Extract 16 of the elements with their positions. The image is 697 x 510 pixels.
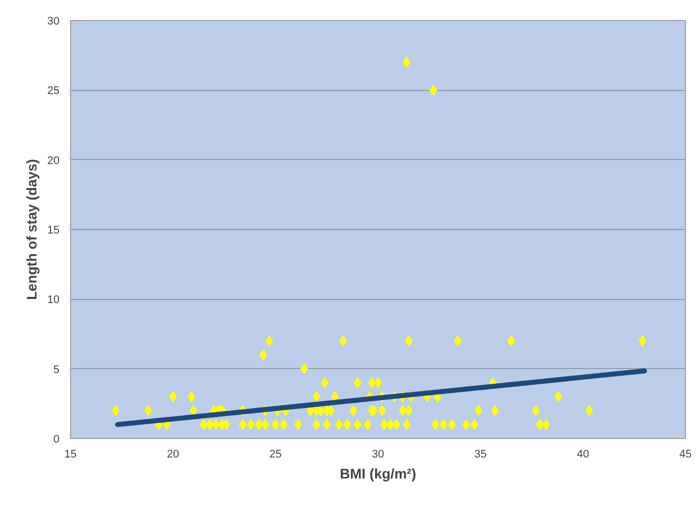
y-tick-label: 30 bbox=[47, 16, 60, 28]
y-tick-label: 10 bbox=[47, 294, 60, 306]
x-tick-label: 25 bbox=[269, 448, 282, 460]
x-axis-title: BMI (kg/m²) bbox=[340, 466, 416, 482]
x-tick-label: 40 bbox=[576, 448, 590, 460]
x-tick-label: 15 bbox=[64, 448, 77, 460]
x-tick-label: 30 bbox=[372, 448, 384, 460]
y-tick-label: 5 bbox=[53, 364, 60, 376]
x-tick-label: 45 bbox=[679, 448, 692, 460]
y-axis-title: Length of stay (days) bbox=[23, 159, 40, 300]
x-tick-label: 35 bbox=[474, 448, 487, 460]
x-tick-label: 20 bbox=[166, 448, 180, 460]
y-tick-label: 25 bbox=[47, 85, 60, 98]
y-tick-label: 15 bbox=[47, 224, 60, 236]
y-tick-label: 20 bbox=[47, 154, 60, 167]
y-tick-label: 0 bbox=[53, 434, 60, 446]
